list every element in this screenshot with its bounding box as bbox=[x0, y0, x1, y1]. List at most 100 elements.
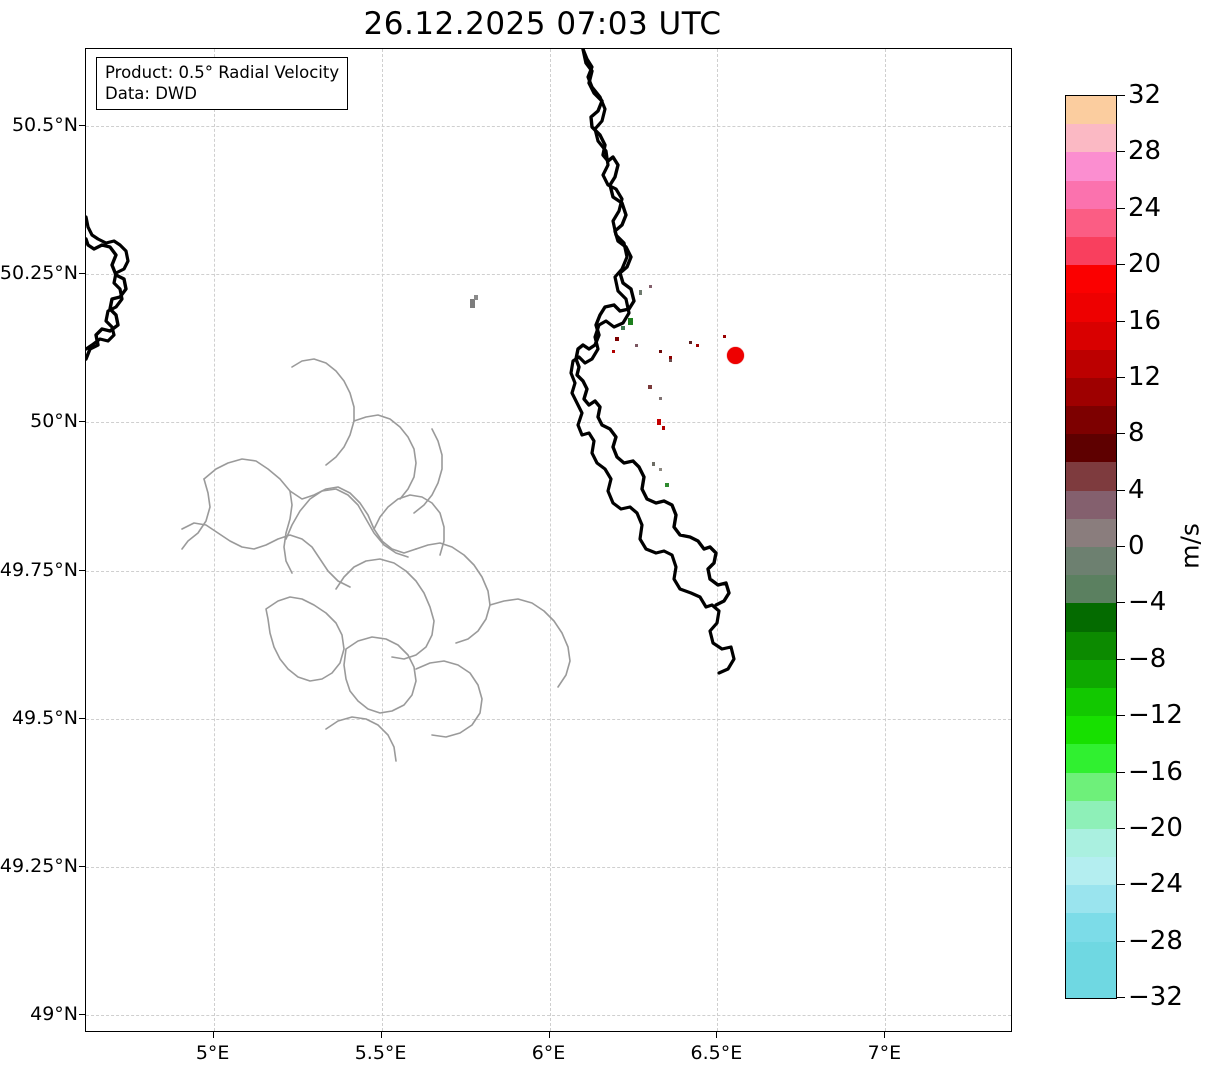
colorbar-band bbox=[1066, 406, 1116, 435]
x-tick-mark bbox=[716, 1032, 718, 1038]
colorbar-band bbox=[1066, 180, 1116, 209]
radar-echo-pixel bbox=[652, 461, 656, 466]
colorbar-tick-mark bbox=[1117, 546, 1125, 547]
radar-echo-pixel bbox=[627, 318, 633, 326]
colorbar-tick-mark bbox=[1117, 376, 1125, 378]
colorbar-tick-label: 20 bbox=[1128, 249, 1162, 280]
colorbar-band bbox=[1066, 518, 1116, 547]
colorbar-tick-label: 0 bbox=[1128, 531, 1145, 561]
radar-echo-pixel bbox=[656, 419, 661, 426]
radar-echo-pixel bbox=[662, 426, 666, 431]
colorbar-band bbox=[1066, 124, 1116, 153]
national-border-path bbox=[574, 49, 731, 607]
colorbar-tick-label: 4 bbox=[1128, 474, 1145, 505]
colorbar-band bbox=[1066, 293, 1116, 322]
colorbar-band bbox=[1066, 716, 1116, 745]
colorbar-tick-label: −24 bbox=[1128, 869, 1183, 900]
y-tick-mark bbox=[79, 421, 85, 423]
colorbar-tick-label: 12 bbox=[1128, 361, 1162, 392]
y-tick-label: 49.75°N bbox=[0, 558, 78, 581]
colorbar-tick-label: 8 bbox=[1128, 418, 1145, 449]
x-tick-label: 6.5°E bbox=[690, 1042, 743, 1064]
colorbar-tick-label: −28 bbox=[1128, 925, 1183, 956]
colorbar-tick-label: −4 bbox=[1128, 587, 1167, 618]
colorbar-band bbox=[1066, 913, 1116, 942]
country-borders-traced bbox=[86, 49, 736, 675]
gridline-horizontal bbox=[86, 570, 1011, 572]
colorbar-tick-mark bbox=[1117, 658, 1125, 660]
gridline-horizontal bbox=[86, 867, 1011, 869]
colorbar-tick-label: 16 bbox=[1128, 305, 1162, 336]
radar-echo-pixel bbox=[648, 384, 653, 389]
colorbar-band bbox=[1066, 490, 1116, 519]
colorbar-band bbox=[1066, 434, 1116, 463]
colorbar-tick-mark bbox=[1117, 771, 1125, 773]
colorbar-band bbox=[1066, 265, 1116, 294]
colorbar-tick-label: 24 bbox=[1128, 192, 1162, 223]
gridline-horizontal bbox=[86, 274, 1011, 276]
colorbar-tick-label: 28 bbox=[1128, 136, 1162, 167]
y-tick-mark bbox=[79, 717, 85, 719]
y-tick-mark bbox=[79, 866, 85, 868]
y-tick-mark bbox=[79, 125, 85, 127]
colorbar-tick-label: −8 bbox=[1128, 643, 1167, 674]
colorbar-tick-label: 32 bbox=[1128, 80, 1162, 110]
colorbar-tick-label: −16 bbox=[1128, 756, 1183, 787]
radar-echo-pixel bbox=[614, 337, 619, 342]
colorbar-tick-mark bbox=[1117, 715, 1125, 717]
colorbar-band bbox=[1066, 152, 1116, 181]
x-tick-label: 5°E bbox=[195, 1042, 230, 1064]
colorbar-band bbox=[1066, 659, 1116, 688]
x-tick-mark bbox=[380, 1032, 382, 1038]
colorbar-band bbox=[1066, 547, 1116, 576]
colorbar-band bbox=[1066, 828, 1116, 858]
gridline-vertical bbox=[717, 49, 719, 1031]
radar-echo-pixel bbox=[689, 340, 693, 344]
colorbar-band bbox=[1066, 96, 1116, 125]
colorbar-tick-mark bbox=[1117, 997, 1125, 998]
colorbar-tick-label: −12 bbox=[1128, 700, 1183, 731]
radar-echo-pixel bbox=[611, 349, 615, 353]
radar-echo-pixel bbox=[695, 343, 699, 347]
y-tick-label: 50.25°N bbox=[0, 262, 78, 285]
colorbar-band bbox=[1066, 687, 1116, 717]
colorbar-tick-mark bbox=[1117, 207, 1125, 209]
colorbar-band bbox=[1066, 969, 1116, 998]
product-label: Product: 0.5° Radial Velocity bbox=[105, 63, 340, 82]
product-info-box: Product: 0.5° Radial Velocity Data: DWD bbox=[96, 57, 349, 111]
page-title: 26.12.2025 07:03 UTC bbox=[363, 6, 722, 42]
radar-echo-pixel bbox=[638, 289, 642, 295]
colorbar-tick-mark bbox=[1117, 940, 1125, 942]
x-tick-mark bbox=[548, 1032, 550, 1038]
colorbar[interactable] bbox=[1065, 95, 1117, 999]
colorbar-tick-mark bbox=[1117, 884, 1125, 886]
radar-echo-pixel bbox=[635, 343, 639, 347]
colorbar-band bbox=[1066, 941, 1116, 970]
gridline-horizontal bbox=[86, 422, 1011, 424]
radar-echo-pixel bbox=[668, 355, 672, 359]
gridline-vertical bbox=[213, 49, 215, 1031]
radar-site-marker[interactable] bbox=[727, 346, 745, 364]
colorbar-band bbox=[1066, 208, 1116, 237]
map-plot-area[interactable] bbox=[85, 48, 1012, 1032]
gridline-horizontal bbox=[86, 718, 1011, 720]
x-tick-label: 6°E bbox=[531, 1042, 566, 1064]
colorbar-band bbox=[1066, 800, 1116, 829]
colorbar-band bbox=[1066, 236, 1116, 266]
map-boundaries-svg bbox=[86, 49, 736, 762]
gridline-vertical bbox=[885, 49, 887, 1031]
gridline-horizontal bbox=[86, 126, 1011, 128]
colorbar-band bbox=[1066, 603, 1116, 632]
colorbar-tick-mark bbox=[1117, 151, 1125, 153]
radar-echo-pixel bbox=[668, 358, 672, 362]
radar-echo-pixel bbox=[722, 334, 726, 338]
colorbar-band bbox=[1066, 321, 1116, 350]
y-tick-label: 50.5°N bbox=[11, 114, 78, 137]
colorbar-band bbox=[1066, 744, 1116, 773]
colorbar-unit-label: m/s bbox=[1175, 523, 1205, 569]
radar-echo-pixel bbox=[658, 468, 662, 472]
radar-echo-pixel bbox=[658, 349, 662, 353]
x-tick-mark bbox=[212, 1032, 214, 1038]
x-tick-label: 7°E bbox=[867, 1042, 902, 1064]
